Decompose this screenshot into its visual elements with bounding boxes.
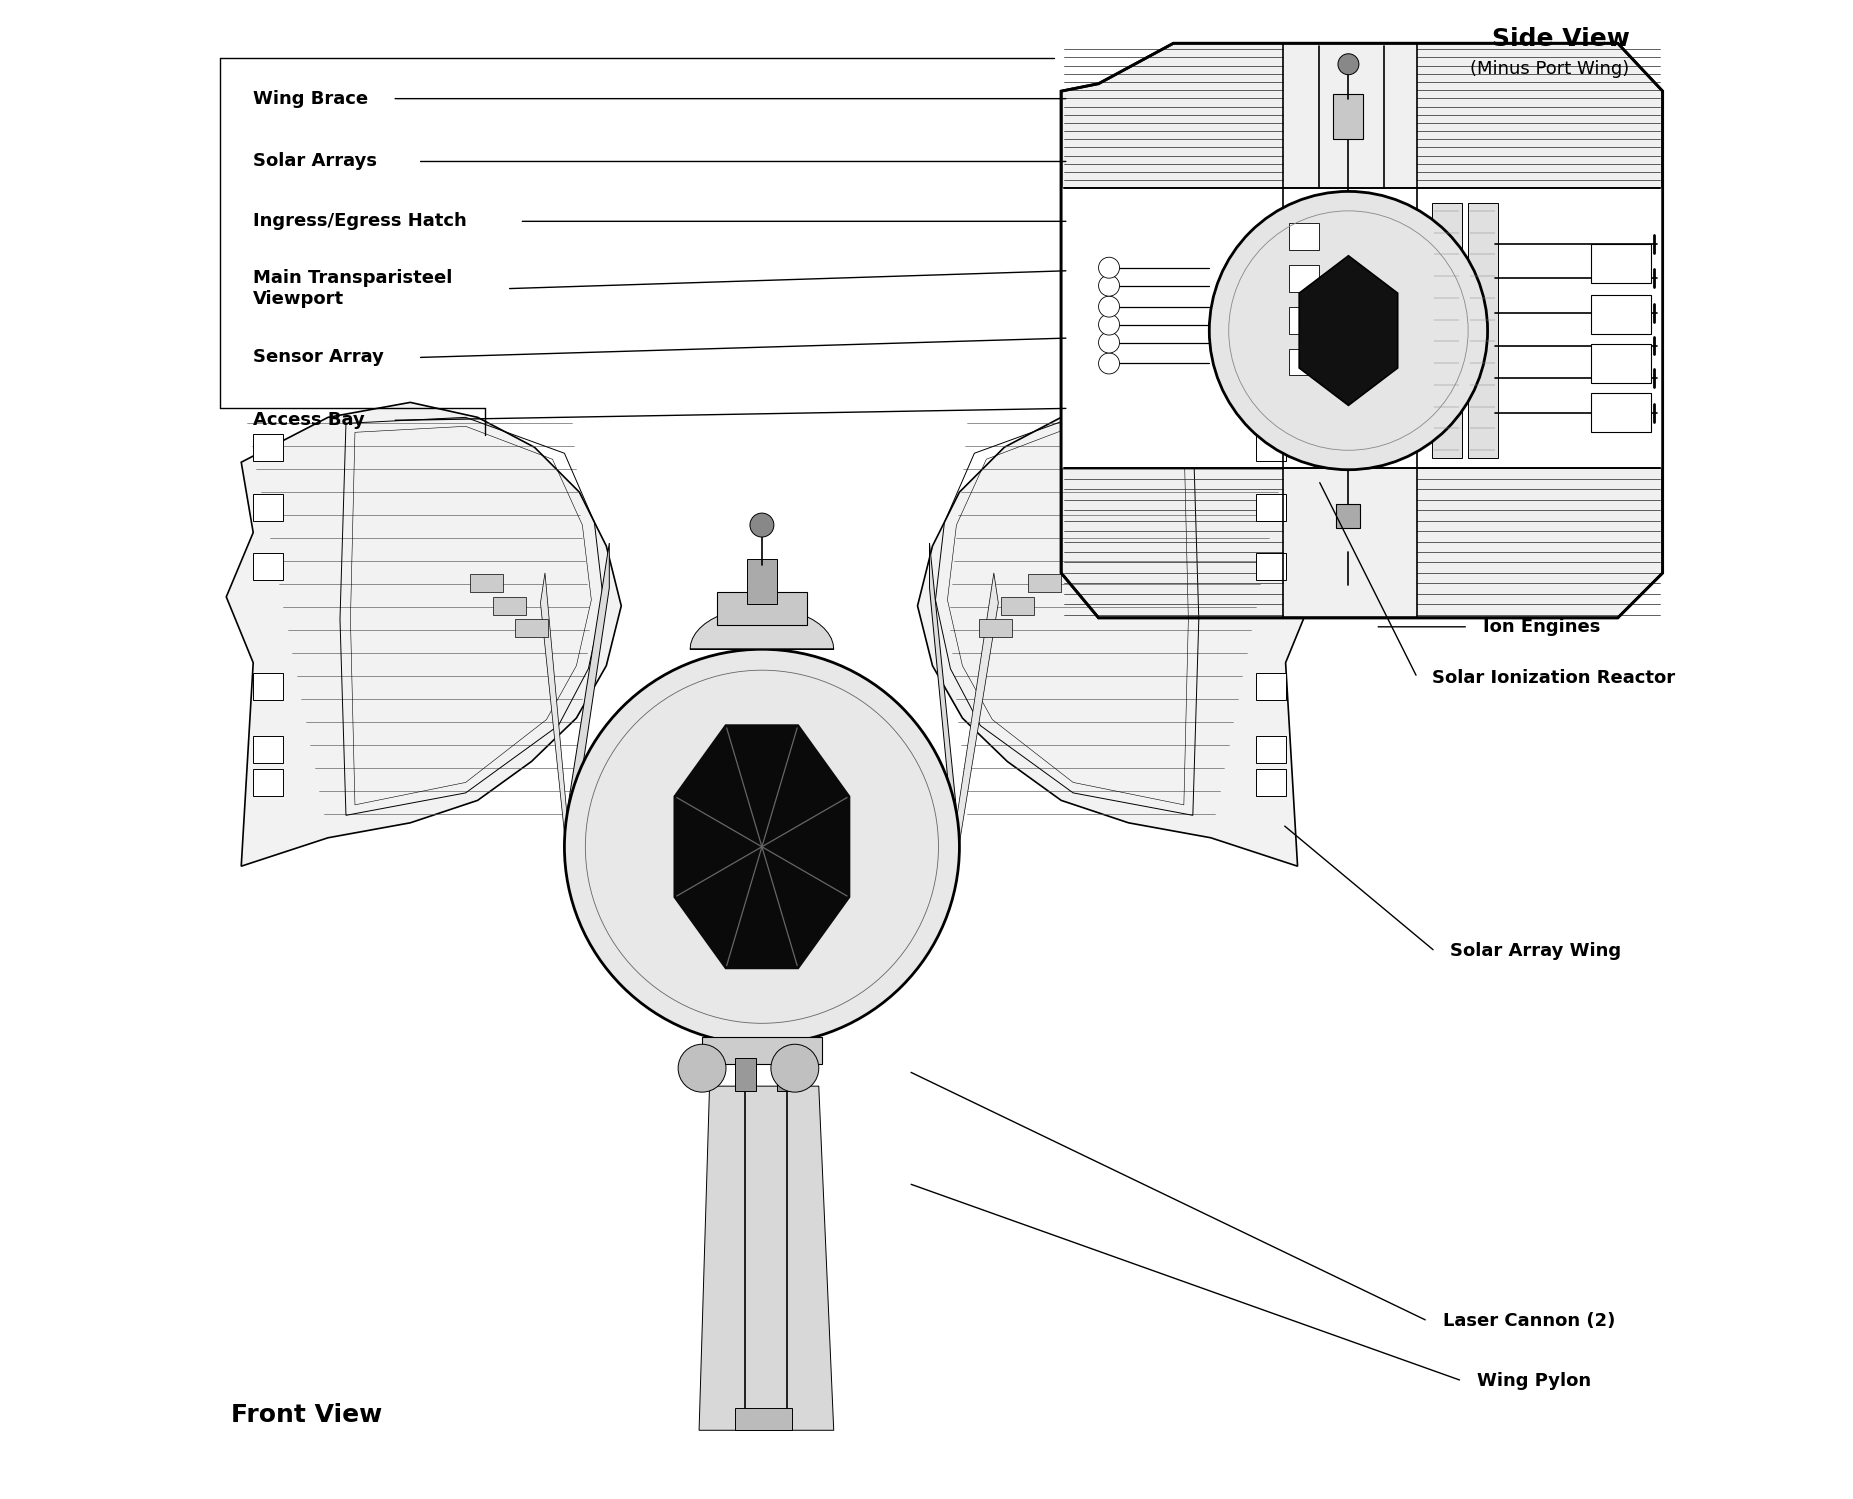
- Text: Main Transparisteel
Viewport: Main Transparisteel Viewport: [254, 270, 452, 309]
- Circle shape: [678, 1045, 726, 1093]
- Bar: [1336, 504, 1360, 528]
- Circle shape: [771, 1045, 819, 1093]
- Bar: [1592, 244, 1651, 283]
- Circle shape: [1099, 297, 1119, 318]
- Bar: [1334, 94, 1364, 139]
- Polygon shape: [541, 573, 567, 862]
- Bar: [1288, 265, 1319, 292]
- Text: Wing Brace: Wing Brace: [254, 90, 369, 108]
- Bar: [1256, 493, 1286, 520]
- Bar: [747, 559, 776, 604]
- Bar: [471, 574, 502, 592]
- Text: Solar Arrays: Solar Arrays: [254, 153, 378, 171]
- Text: Solar Array Wing: Solar Array Wing: [1451, 943, 1621, 961]
- Circle shape: [1099, 352, 1119, 373]
- Bar: [1592, 295, 1651, 334]
- Circle shape: [750, 513, 775, 537]
- Bar: [660, 735, 863, 959]
- Circle shape: [1099, 315, 1119, 336]
- Bar: [1468, 204, 1497, 457]
- Polygon shape: [1299, 256, 1397, 405]
- Bar: [1592, 345, 1651, 382]
- Circle shape: [565, 649, 960, 1045]
- Circle shape: [1099, 276, 1119, 297]
- Bar: [254, 493, 284, 520]
- Bar: [1288, 348, 1319, 375]
- Text: Laser Cannon (2): Laser Cannon (2): [1443, 1312, 1616, 1330]
- Bar: [1062, 189, 1662, 468]
- Text: Wing Pylon: Wing Pylon: [1477, 1372, 1592, 1390]
- Bar: [1432, 204, 1462, 457]
- Bar: [717, 592, 806, 625]
- Bar: [515, 619, 548, 637]
- Text: Side View: Side View: [1492, 27, 1631, 51]
- Text: Front View: Front View: [232, 1403, 382, 1427]
- Text: Ingress/Egress Hatch: Ingress/Egress Hatch: [254, 213, 467, 231]
- Bar: [493, 597, 526, 615]
- Polygon shape: [930, 543, 956, 869]
- Bar: [1256, 769, 1286, 796]
- Polygon shape: [689, 607, 834, 649]
- Bar: [838, 760, 863, 790]
- Text: Solar Ionization Reactor: Solar Ionization Reactor: [1432, 669, 1675, 687]
- Polygon shape: [567, 543, 610, 869]
- Bar: [687, 832, 713, 862]
- Bar: [687, 904, 713, 934]
- Text: (Minus Port Wing): (Minus Port Wing): [1471, 60, 1631, 78]
- Bar: [1001, 597, 1034, 615]
- Bar: [687, 760, 713, 790]
- Text: Ion Engines: Ion Engines: [1482, 618, 1601, 636]
- Bar: [776, 1058, 799, 1091]
- Bar: [687, 794, 713, 824]
- Text: Access Bay: Access Bay: [254, 411, 365, 429]
- Bar: [1592, 393, 1651, 432]
- Polygon shape: [956, 573, 999, 862]
- Polygon shape: [226, 402, 621, 866]
- Bar: [702, 1037, 821, 1064]
- Bar: [254, 736, 284, 763]
- Bar: [254, 673, 284, 700]
- Bar: [254, 769, 284, 796]
- Bar: [1256, 433, 1286, 460]
- Polygon shape: [917, 402, 1312, 866]
- Bar: [978, 619, 1012, 637]
- Bar: [1256, 673, 1286, 700]
- Polygon shape: [1062, 43, 1662, 618]
- Bar: [254, 433, 284, 460]
- Bar: [1256, 553, 1286, 580]
- Circle shape: [1338, 54, 1358, 75]
- Circle shape: [1099, 333, 1119, 352]
- Bar: [838, 904, 863, 934]
- Bar: [736, 1408, 791, 1430]
- Bar: [1288, 307, 1319, 334]
- Circle shape: [1210, 192, 1488, 469]
- Polygon shape: [699, 1087, 834, 1430]
- Bar: [1288, 223, 1319, 250]
- Bar: [687, 869, 713, 899]
- Text: Sensor Array: Sensor Array: [254, 348, 384, 366]
- Bar: [838, 794, 863, 824]
- Bar: [1256, 736, 1286, 763]
- Bar: [838, 869, 863, 899]
- Polygon shape: [674, 726, 849, 968]
- Bar: [1028, 574, 1062, 592]
- Circle shape: [1099, 258, 1119, 279]
- Bar: [736, 1058, 756, 1091]
- Bar: [254, 553, 284, 580]
- Bar: [838, 832, 863, 862]
